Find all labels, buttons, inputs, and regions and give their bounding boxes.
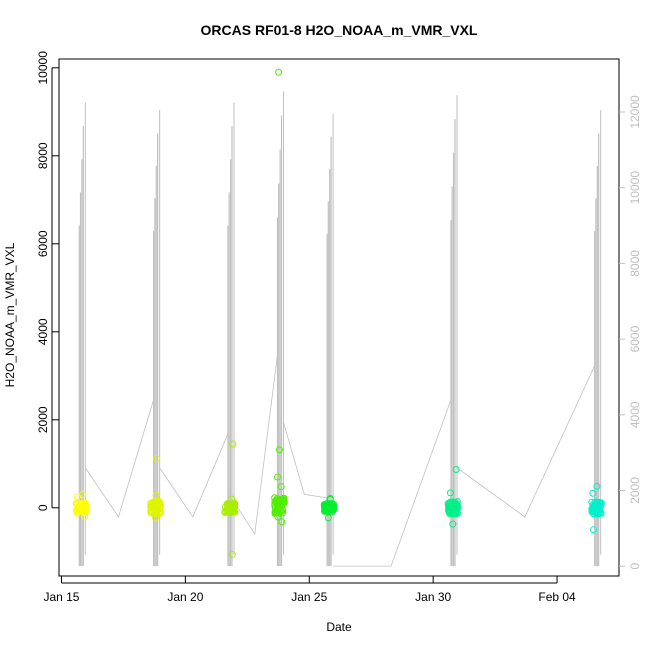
- y-axis-label: H2O_NOAA_m_VMR_VXL: [3, 242, 17, 387]
- x-tick-label: Jan 30: [415, 590, 451, 604]
- data-point: [229, 508, 237, 516]
- data-point: [81, 499, 89, 507]
- y-right-tick-label: 12000: [628, 95, 642, 129]
- x-tick-label: Jan 15: [43, 590, 79, 604]
- data-point: [72, 499, 80, 507]
- data-point: [449, 520, 457, 528]
- background-connector: [456, 365, 596, 518]
- x-tick-label: Jan 25: [291, 590, 327, 604]
- y-right-tick-label: 8000: [628, 250, 642, 277]
- y-right-tick-label: 4000: [628, 401, 642, 428]
- points-layer: [72, 68, 605, 558]
- data-point: [73, 493, 81, 501]
- data-point: [152, 491, 160, 499]
- data-point: [73, 504, 81, 512]
- data-point: [324, 514, 332, 522]
- x-tick-label: Jan 20: [167, 590, 203, 604]
- data-point: [593, 508, 601, 516]
- y-right-tick-label: 6000: [628, 325, 642, 352]
- data-point: [151, 514, 159, 522]
- data-point: [147, 507, 155, 515]
- data-point: [446, 507, 454, 515]
- chart-title: ORCAS RF01-8 H2O_NOAA_m_VMR_VXL: [201, 22, 478, 38]
- background-connector: [84, 399, 155, 518]
- x-tick-label: Feb 04: [538, 590, 576, 604]
- data-point: [326, 495, 334, 503]
- background-series-layer: [78, 91, 602, 567]
- data-point: [275, 68, 283, 76]
- data-point: [229, 440, 237, 448]
- data-point: [229, 505, 237, 513]
- background-connector: [283, 422, 328, 499]
- data-point: [274, 513, 282, 521]
- data-point: [278, 518, 286, 526]
- data-point: [593, 482, 601, 490]
- y-left-tick-label: 8000: [36, 142, 50, 169]
- data-point: [228, 495, 236, 503]
- y-right-tick-label: 0: [628, 563, 642, 570]
- data-point: [589, 489, 597, 497]
- data-point: [276, 446, 284, 454]
- data-point: [230, 504, 238, 512]
- data-point: [278, 501, 286, 509]
- y-left-tick-label: 2000: [36, 406, 50, 433]
- y-left-tick-label: 6000: [36, 230, 50, 257]
- y-left-tick-label: 0: [36, 504, 50, 511]
- data-point: [446, 489, 454, 497]
- data-point: [273, 473, 281, 481]
- data-point: [277, 483, 285, 491]
- data-point: [279, 509, 287, 517]
- data-point: [153, 455, 161, 463]
- background-connector: [233, 354, 278, 536]
- data-point: [330, 504, 338, 512]
- y-right-tick-label: 2000: [628, 477, 642, 504]
- plot-frame: [58, 58, 620, 577]
- y-left-tick-label: 4000: [36, 318, 50, 345]
- data-point: [450, 502, 458, 510]
- data-point: [452, 466, 460, 474]
- data-point: [81, 513, 89, 521]
- y-left-tick-label: 10000: [36, 51, 50, 85]
- data-point: [590, 526, 598, 534]
- x-axis-label: Date: [326, 620, 352, 634]
- data-point: [229, 502, 237, 510]
- data-point: [326, 504, 334, 512]
- data-point: [274, 501, 282, 509]
- data-point: [149, 500, 157, 508]
- data-point: [453, 501, 461, 509]
- axes-layer: Jan 15 Jan 20 Jan 25 Jan 30 Feb 04 0 2000 4000 6…: [36, 51, 642, 604]
- data-point: [228, 550, 236, 558]
- data-point: [156, 508, 164, 516]
- background-connector: [333, 399, 452, 567]
- data-point: [593, 504, 601, 512]
- y-right-tick-label: 10000: [628, 171, 642, 205]
- background-connector: [159, 433, 229, 518]
